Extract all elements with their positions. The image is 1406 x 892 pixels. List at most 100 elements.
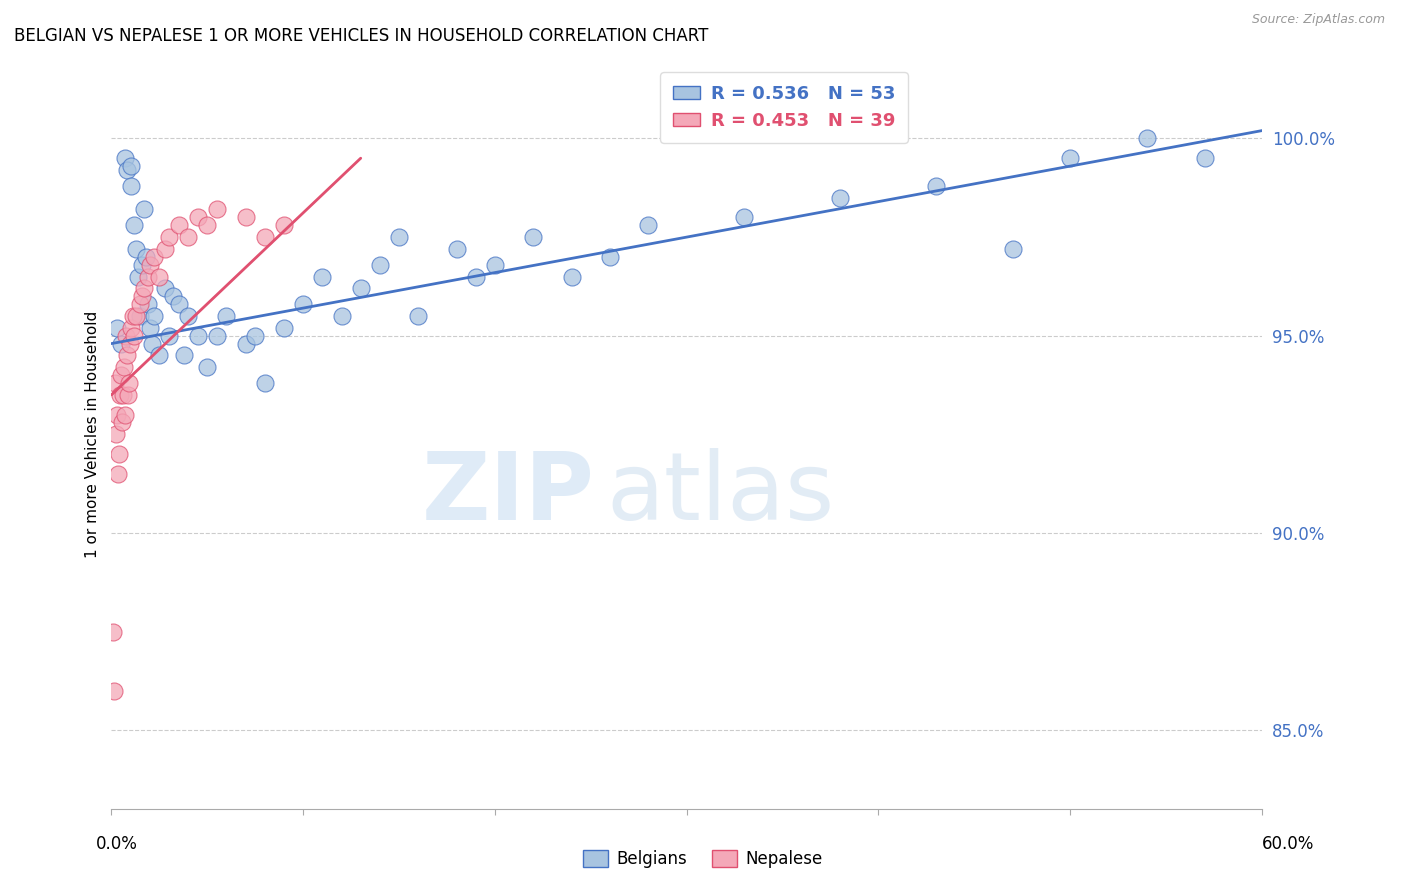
Text: BELGIAN VS NEPALESE 1 OR MORE VEHICLES IN HOUSEHOLD CORRELATION CHART: BELGIAN VS NEPALESE 1 OR MORE VEHICLES I… [14,27,709,45]
Point [350,281,373,295]
Point [110,368,132,383]
Point [1059,151,1081,165]
Text: Source: ZipAtlas.com: Source: ZipAtlas.com [1251,13,1385,27]
Point [162,289,184,303]
Point [129,297,152,311]
Point [157,328,180,343]
Point [195,219,218,233]
Point [105,408,128,422]
Point [103,683,125,698]
Point [115,163,138,178]
Point [446,242,468,256]
Point [107,467,129,481]
Point [311,269,333,284]
Point [637,219,659,233]
Point [464,269,486,284]
Point [110,336,132,351]
Point [141,336,163,351]
Point [112,360,135,375]
Point [111,388,134,402]
Legend: R = 0.536   N = 53, R = 0.453   N = 39: R = 0.536 N = 53, R = 0.453 N = 39 [661,72,908,143]
Point [103,624,125,639]
Point [830,191,852,205]
Point [733,211,755,225]
Point [167,219,190,233]
Point [167,297,190,311]
Point [142,250,165,264]
Point [292,297,315,311]
Point [105,320,128,334]
Point [273,320,295,334]
Point [235,211,257,225]
Point [131,289,153,303]
Point [118,336,141,351]
Point [105,427,128,442]
Point [124,328,146,343]
Text: atlas: atlas [606,449,834,541]
Point [484,258,506,272]
Point [139,258,162,272]
Point [1136,131,1159,145]
Point [173,348,195,362]
Point [129,309,152,323]
Point [111,416,134,430]
Legend: Belgians, Nepalese: Belgians, Nepalese [576,843,830,875]
Point [148,269,170,284]
Point [139,320,162,334]
Point [215,309,238,323]
Point [114,408,136,422]
Point [522,230,544,244]
Point [117,388,139,402]
Point [108,447,131,461]
Point [136,297,159,311]
Point [125,242,148,256]
Point [136,269,159,284]
Point [114,328,136,343]
Point [108,388,131,402]
Point [205,328,228,343]
Point [153,281,176,295]
Point [127,269,149,284]
Point [273,219,295,233]
Point [187,211,209,225]
Point [177,309,200,323]
Point [115,348,138,362]
Point [1194,151,1216,165]
Point [118,376,141,390]
Text: 0.0%: 0.0% [96,835,138,853]
Point [195,360,218,375]
Point [253,376,276,390]
Point [599,250,621,264]
Point [177,230,200,244]
Point [157,230,180,244]
Point [330,309,353,323]
Point [153,242,176,256]
Point [925,178,948,193]
Point [561,269,583,284]
Point [120,320,142,334]
Point [406,309,429,323]
Point [124,219,146,233]
Y-axis label: 1 or more Vehicles in Household: 1 or more Vehicles in Household [86,310,100,558]
Point [135,250,157,264]
Point [132,281,155,295]
Point [187,328,209,343]
Point [1001,242,1024,256]
Text: 60.0%: 60.0% [1263,835,1315,853]
Text: ZIP: ZIP [422,449,595,541]
Point [205,202,228,217]
Point [142,309,165,323]
Point [388,230,411,244]
Point [245,328,267,343]
Point [104,376,127,390]
Point [132,202,155,217]
Point [235,336,257,351]
Point [148,348,170,362]
Point [125,309,148,323]
Point [120,178,142,193]
Point [114,151,136,165]
Point [131,258,153,272]
Point [368,258,391,272]
Point [253,230,276,244]
Point [121,309,143,323]
